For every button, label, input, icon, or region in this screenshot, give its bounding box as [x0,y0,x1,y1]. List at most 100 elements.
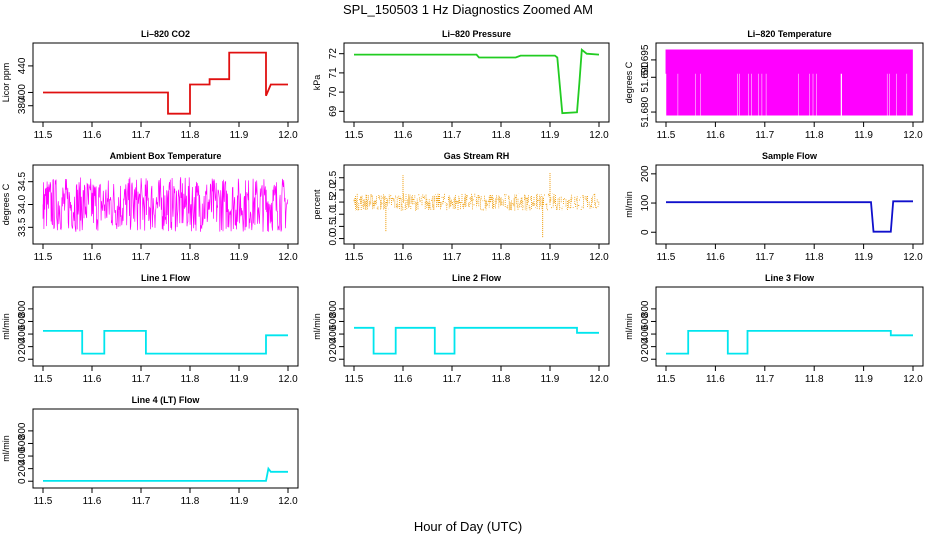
y-tick-label: 2.0 [328,183,339,197]
x-tick-label: 12.0 [589,252,609,263]
series-line [666,329,913,355]
y-tick-label: 600 [17,313,28,330]
x-tick-label: 11.6 [394,252,413,263]
y-tick-label: 400 [640,325,651,342]
x-tick-label: 11.9 [230,496,249,507]
x-tick-label: 11.9 [541,130,560,141]
x-tick-label: 11.8 [805,130,824,141]
x-tick-label: 11.5 [345,252,364,263]
x-tick-label: 12.0 [278,130,298,141]
x-tick-label: 11.5 [657,374,676,385]
x-tick-label: 11.6 [83,130,102,141]
series-line [666,200,913,233]
y-axis-label: ml/min [624,191,634,218]
y-tick-label: 400 [17,447,28,464]
y-tick-label: 200 [17,460,28,477]
series-line [665,49,913,116]
y-tick-label: 800 [17,422,28,439]
y-tick-label: 0.5 [328,219,339,233]
y-tick-label: 33.5 [17,217,28,237]
x-tick-label: 11.5 [657,252,676,263]
plot-frame [32,164,299,245]
y-tick-label: 200 [328,338,339,355]
y-tick-label: 200 [640,165,651,182]
x-tick-label: 11.5 [34,374,53,385]
x-tick-label: 12.0 [278,374,298,385]
x-tick-label: 11.6 [83,374,102,385]
y-tick-label: 51.695 [640,44,651,75]
x-tick-label: 11.7 [755,374,774,385]
x-tick-label: 11.5 [657,130,676,141]
x-tick-label: 11.8 [181,496,200,507]
y-axis-label: ml/min [624,313,634,340]
chart-title: Li–820 Temperature [747,29,831,39]
y-axis-label: degrees C [624,61,634,103]
x-tick-label: 11.8 [181,374,200,385]
chart-title: Ambient Box Temperature [110,151,222,161]
chart-panel: Line 1 Flow 11.5 11.6 11.7 11.8 11.9 12.0 02004… [1,273,299,385]
y-tick-label: 600 [17,435,28,452]
x-tick-label: 11.8 [181,130,200,141]
chart-title: Gas Stream RH [444,151,510,161]
chart-title: Li–820 Pressure [442,29,511,39]
y-tick-label: 0 [640,356,651,362]
y-tick-label: 34.5 [17,172,28,192]
x-tick-label: 11.9 [541,252,560,263]
series-line [354,48,600,115]
y-axis-label: percent [312,189,322,220]
series-line [354,326,599,355]
x-tick-label: 12.0 [589,130,609,141]
plot-frame [343,286,610,367]
series-line [43,329,288,355]
y-tick-label: 600 [640,313,651,330]
x-tick-label: 12.0 [903,252,923,263]
x-tick-label: 11.7 [132,374,151,385]
y-tick-label: 800 [640,300,651,317]
chart-panel: Li–820 Temperature 11.5 11.6 11.7 11.8 11.9 12… [624,29,924,141]
chart-title: Line 1 Flow [141,273,191,283]
x-tick-label: 11.6 [394,374,413,385]
series-line [42,177,289,232]
x-tick-label: 12.0 [278,496,298,507]
y-tick-label: 400 [17,84,28,101]
chart-panel: Gas Stream RH 11.5 11.6 11.7 11.8 11.9 12.0 0.0… [312,151,610,263]
chart-title: Li–820 CO2 [141,29,190,39]
y-tick-label: 51.680 [640,96,651,127]
x-tick-label: 11.9 [230,374,249,385]
chart-panel: Sample Flow 11.5 11.6 11.7 11.8 11.9 12.0 0 100 2… [624,151,924,263]
y-tick-label: 34.0 [17,194,28,214]
x-tick-label: 11.7 [443,374,462,385]
y-tick-label: 51.690 [640,62,651,93]
y-tick-label: 200 [640,338,651,355]
chart-panel: Ambient Box Temperature 11.5 11.6 11.7 11.8 1… [1,151,299,263]
y-tick-label: 800 [17,300,28,317]
x-tick-label: 12.0 [278,252,298,263]
plot-frame [32,42,299,123]
plot-frame [32,408,299,489]
x-tick-label: 11.9 [230,252,249,263]
y-tick-label: 1.5 [328,195,339,209]
y-axis-label: Licor ppm [1,63,11,103]
y-tick-label: 400 [328,325,339,342]
plot-frame [343,42,610,123]
chart-panel: Li–820 Pressure 11.5 11.6 11.7 11.8 11.9 12.0 6… [312,29,610,141]
chart-panel: Line 2 Flow 11.5 11.6 11.7 11.8 11.9 12.0 02004… [312,273,610,385]
x-tick-label: 11.6 [83,252,102,263]
x-tick-label: 11.6 [706,374,725,385]
plot-frame [655,164,924,245]
y-axis-label: ml/min [1,313,11,340]
plot-frame [343,164,610,245]
chart-title: Sample Flow [762,151,818,161]
y-axis-label: ml/min [312,313,322,340]
chart-panel: Li–820 CO2 11.5 11.6 11.7 11.8 11.9 12.0 380400… [1,29,299,141]
x-tick-label: 11.7 [443,252,462,263]
chart-panel: Line 3 Flow 11.5 11.6 11.7 11.8 11.9 12.0 02004… [624,273,924,385]
figure-xlabel: Hour of Day (UTC) [414,519,522,534]
y-tick-label: 72 [328,48,339,60]
x-tick-label: 12.0 [589,374,609,385]
x-tick-label: 11.5 [345,130,364,141]
chart-title: Line 4 (LT) Flow [132,395,201,405]
chart-title: Line 3 Flow [765,273,815,283]
x-tick-label: 11.9 [854,374,873,385]
